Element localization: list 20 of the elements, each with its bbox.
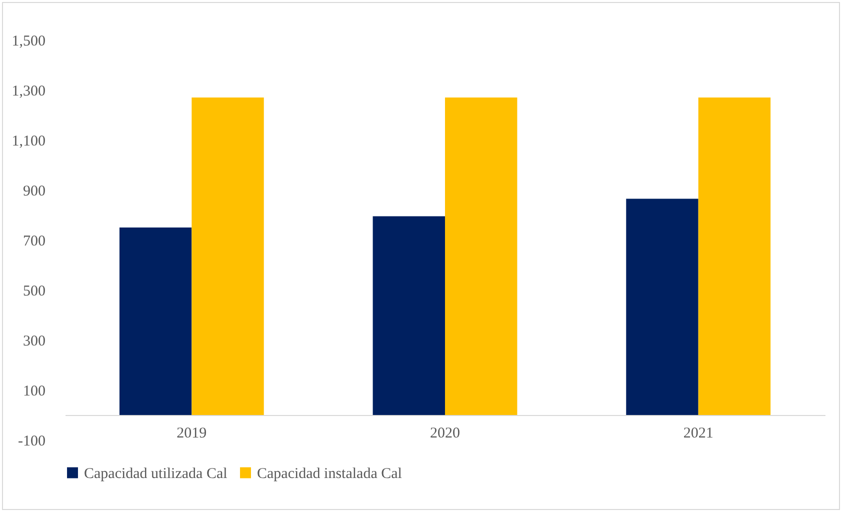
- bar: [626, 198, 698, 415]
- y-tick-label: 1,500: [12, 34, 46, 50]
- y-tick-label: 700: [23, 234, 46, 250]
- y-tick-label: 300: [23, 334, 46, 350]
- y-tick-label: 1,300: [12, 84, 46, 100]
- x-tick-label: 2020: [430, 426, 460, 442]
- x-tick-label: 2019: [176, 426, 207, 442]
- bar: [698, 98, 771, 415]
- y-tick-label: 1,100: [12, 134, 46, 150]
- x-tick-label: 2021: [683, 426, 714, 442]
- y-tick-label: -100: [18, 434, 46, 450]
- bar: [119, 228, 192, 415]
- legend-label: Capacidad instalada Cal: [257, 466, 402, 482]
- bar: [372, 216, 445, 415]
- y-tick-label: 100: [23, 384, 46, 400]
- bar: [192, 98, 264, 415]
- y-tick-label: 500: [23, 284, 46, 300]
- y-tick-label: 900: [23, 184, 46, 200]
- legend-label: Capacidad utilizada Cal: [84, 466, 228, 482]
- bar: [445, 98, 518, 415]
